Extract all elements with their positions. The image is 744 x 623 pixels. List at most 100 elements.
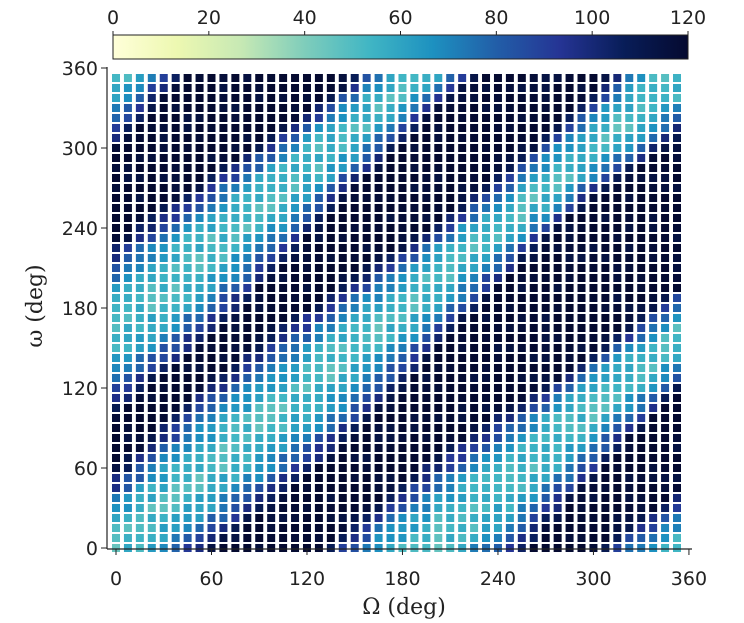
heatmap-cell xyxy=(458,534,467,542)
heatmap-cell xyxy=(541,454,550,462)
heatmap-cell xyxy=(649,304,658,312)
heatmap-cell xyxy=(326,144,335,152)
heatmap-cell xyxy=(505,254,514,262)
heatmap-cell xyxy=(577,434,586,442)
heatmap-cell xyxy=(183,324,192,332)
heatmap-cell xyxy=(219,444,228,452)
heatmap-cell xyxy=(123,304,132,312)
heatmap-cell xyxy=(291,164,300,172)
heatmap-cell xyxy=(219,414,228,422)
heatmap-cell xyxy=(541,524,550,532)
heatmap-cell xyxy=(135,494,144,502)
heatmap-cell xyxy=(279,314,288,322)
heatmap-cell xyxy=(446,344,455,352)
heatmap-cell xyxy=(541,244,550,252)
heatmap-cell xyxy=(422,424,431,432)
heatmap-cell xyxy=(231,354,240,362)
heatmap-cell xyxy=(302,84,311,92)
heatmap-cell xyxy=(529,524,538,532)
heatmap-cell xyxy=(243,104,252,112)
heatmap-cell xyxy=(422,304,431,312)
heatmap-cell xyxy=(601,304,610,312)
heatmap-cell xyxy=(601,474,610,482)
heatmap-cell xyxy=(398,504,407,512)
heatmap-cell xyxy=(410,344,419,352)
heatmap-cell xyxy=(207,394,216,402)
heatmap-cell xyxy=(434,164,443,172)
heatmap-cell xyxy=(577,444,586,452)
heatmap-cell xyxy=(661,334,670,342)
heatmap-cell xyxy=(493,474,502,482)
heatmap-cell xyxy=(505,84,514,92)
heatmap-cell xyxy=(255,254,264,262)
heatmap-cell xyxy=(183,504,192,512)
heatmap-cell xyxy=(279,544,288,552)
heatmap-cell xyxy=(219,464,228,472)
heatmap-cell xyxy=(434,234,443,242)
heatmap-cell xyxy=(493,84,502,92)
heatmap-cell xyxy=(446,214,455,222)
heatmap-cell xyxy=(112,514,120,522)
heatmap-cell xyxy=(601,434,610,442)
heatmap-cell xyxy=(470,534,479,542)
heatmap-cell xyxy=(517,284,526,292)
heatmap-cell xyxy=(255,514,264,522)
heatmap-cell xyxy=(637,224,646,232)
heatmap-cell xyxy=(458,424,467,432)
heatmap-cell xyxy=(267,114,276,122)
heatmap-cell xyxy=(302,134,311,142)
heatmap-cell xyxy=(470,74,479,82)
heatmap-cell xyxy=(482,434,491,442)
heatmap-cell xyxy=(243,334,252,342)
heatmap-cell xyxy=(302,94,311,102)
heatmap-cell xyxy=(589,334,598,342)
heatmap-cell xyxy=(505,474,514,482)
heatmap-cell xyxy=(649,334,658,342)
heatmap-cell xyxy=(362,364,371,372)
heatmap-cell xyxy=(577,304,586,312)
heatmap-cell xyxy=(231,544,240,552)
heatmap-cell xyxy=(112,534,120,542)
heatmap-cell xyxy=(565,134,574,142)
heatmap-cell xyxy=(577,364,586,372)
heatmap-cell xyxy=(326,174,335,182)
heatmap-cell xyxy=(338,314,347,322)
heatmap-cell xyxy=(171,324,180,332)
heatmap-cell xyxy=(207,454,216,462)
heatmap-cell xyxy=(147,404,156,412)
heatmap-cell xyxy=(673,464,681,472)
heatmap-cell xyxy=(458,444,467,452)
heatmap-cell xyxy=(291,404,300,412)
heatmap-cell xyxy=(625,114,634,122)
heatmap-cell xyxy=(302,344,311,352)
heatmap-cell xyxy=(505,234,514,242)
heatmap-cell xyxy=(386,504,395,512)
heatmap-cell xyxy=(625,144,634,152)
heatmap-cell xyxy=(673,94,681,102)
heatmap-cell xyxy=(231,284,240,292)
heatmap-cell xyxy=(458,234,467,242)
heatmap-cell xyxy=(553,394,562,402)
heatmap-cell xyxy=(398,214,407,222)
heatmap-cell xyxy=(649,224,658,232)
heatmap-cell xyxy=(661,214,670,222)
heatmap-cell xyxy=(374,394,383,402)
heatmap-cell xyxy=(231,154,240,162)
heatmap-cell xyxy=(410,194,419,202)
heatmap-cell xyxy=(553,104,562,112)
heatmap-cell xyxy=(505,144,514,152)
heatmap-cell xyxy=(326,194,335,202)
heatmap-cell xyxy=(279,224,288,232)
heatmap-cell xyxy=(505,264,514,272)
heatmap-cell xyxy=(493,434,502,442)
heatmap-cell xyxy=(661,514,670,522)
heatmap-cell xyxy=(350,474,359,482)
colorbar-tick-label: 80 xyxy=(484,7,508,29)
heatmap-cell xyxy=(505,454,514,462)
heatmap-cell xyxy=(326,544,335,552)
heatmap-cell xyxy=(279,324,288,332)
heatmap-cell xyxy=(255,134,264,142)
heatmap-cell xyxy=(446,484,455,492)
heatmap-cell xyxy=(291,74,300,82)
